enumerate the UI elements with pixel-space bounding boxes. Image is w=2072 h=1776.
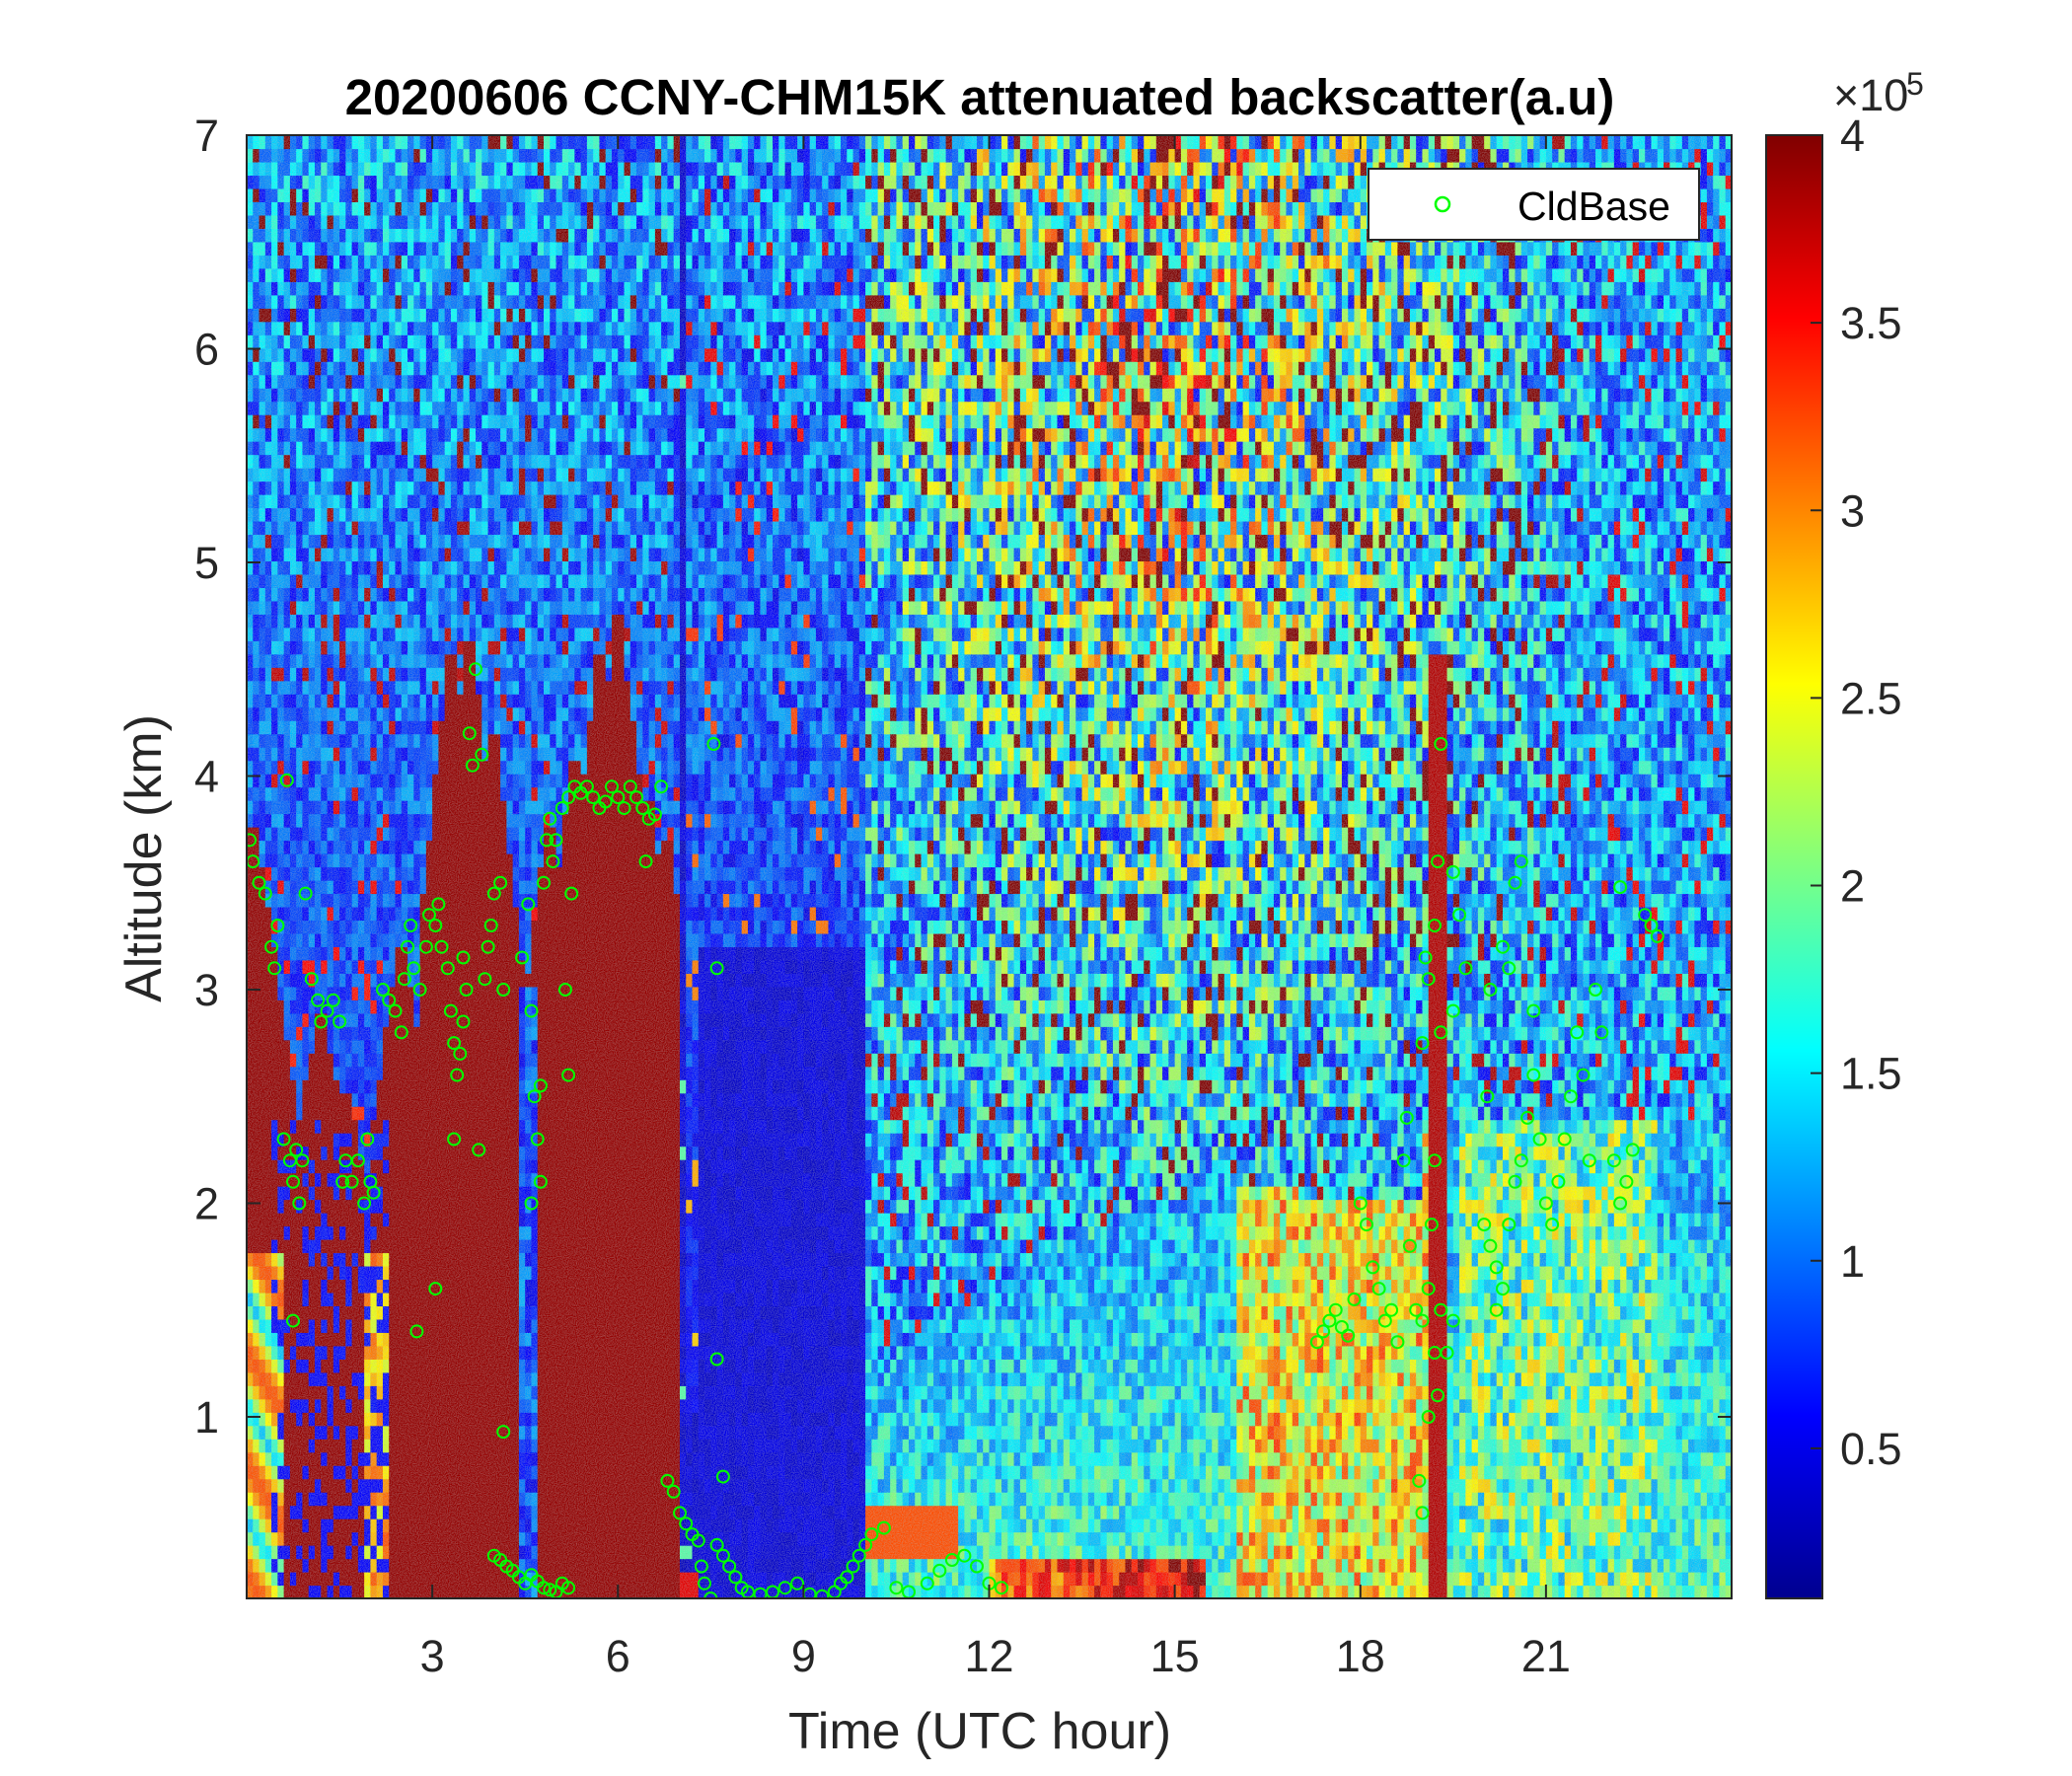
chart-title: 20200606 CCNY-CHM15K attenuated backscat… bbox=[345, 69, 1615, 125]
